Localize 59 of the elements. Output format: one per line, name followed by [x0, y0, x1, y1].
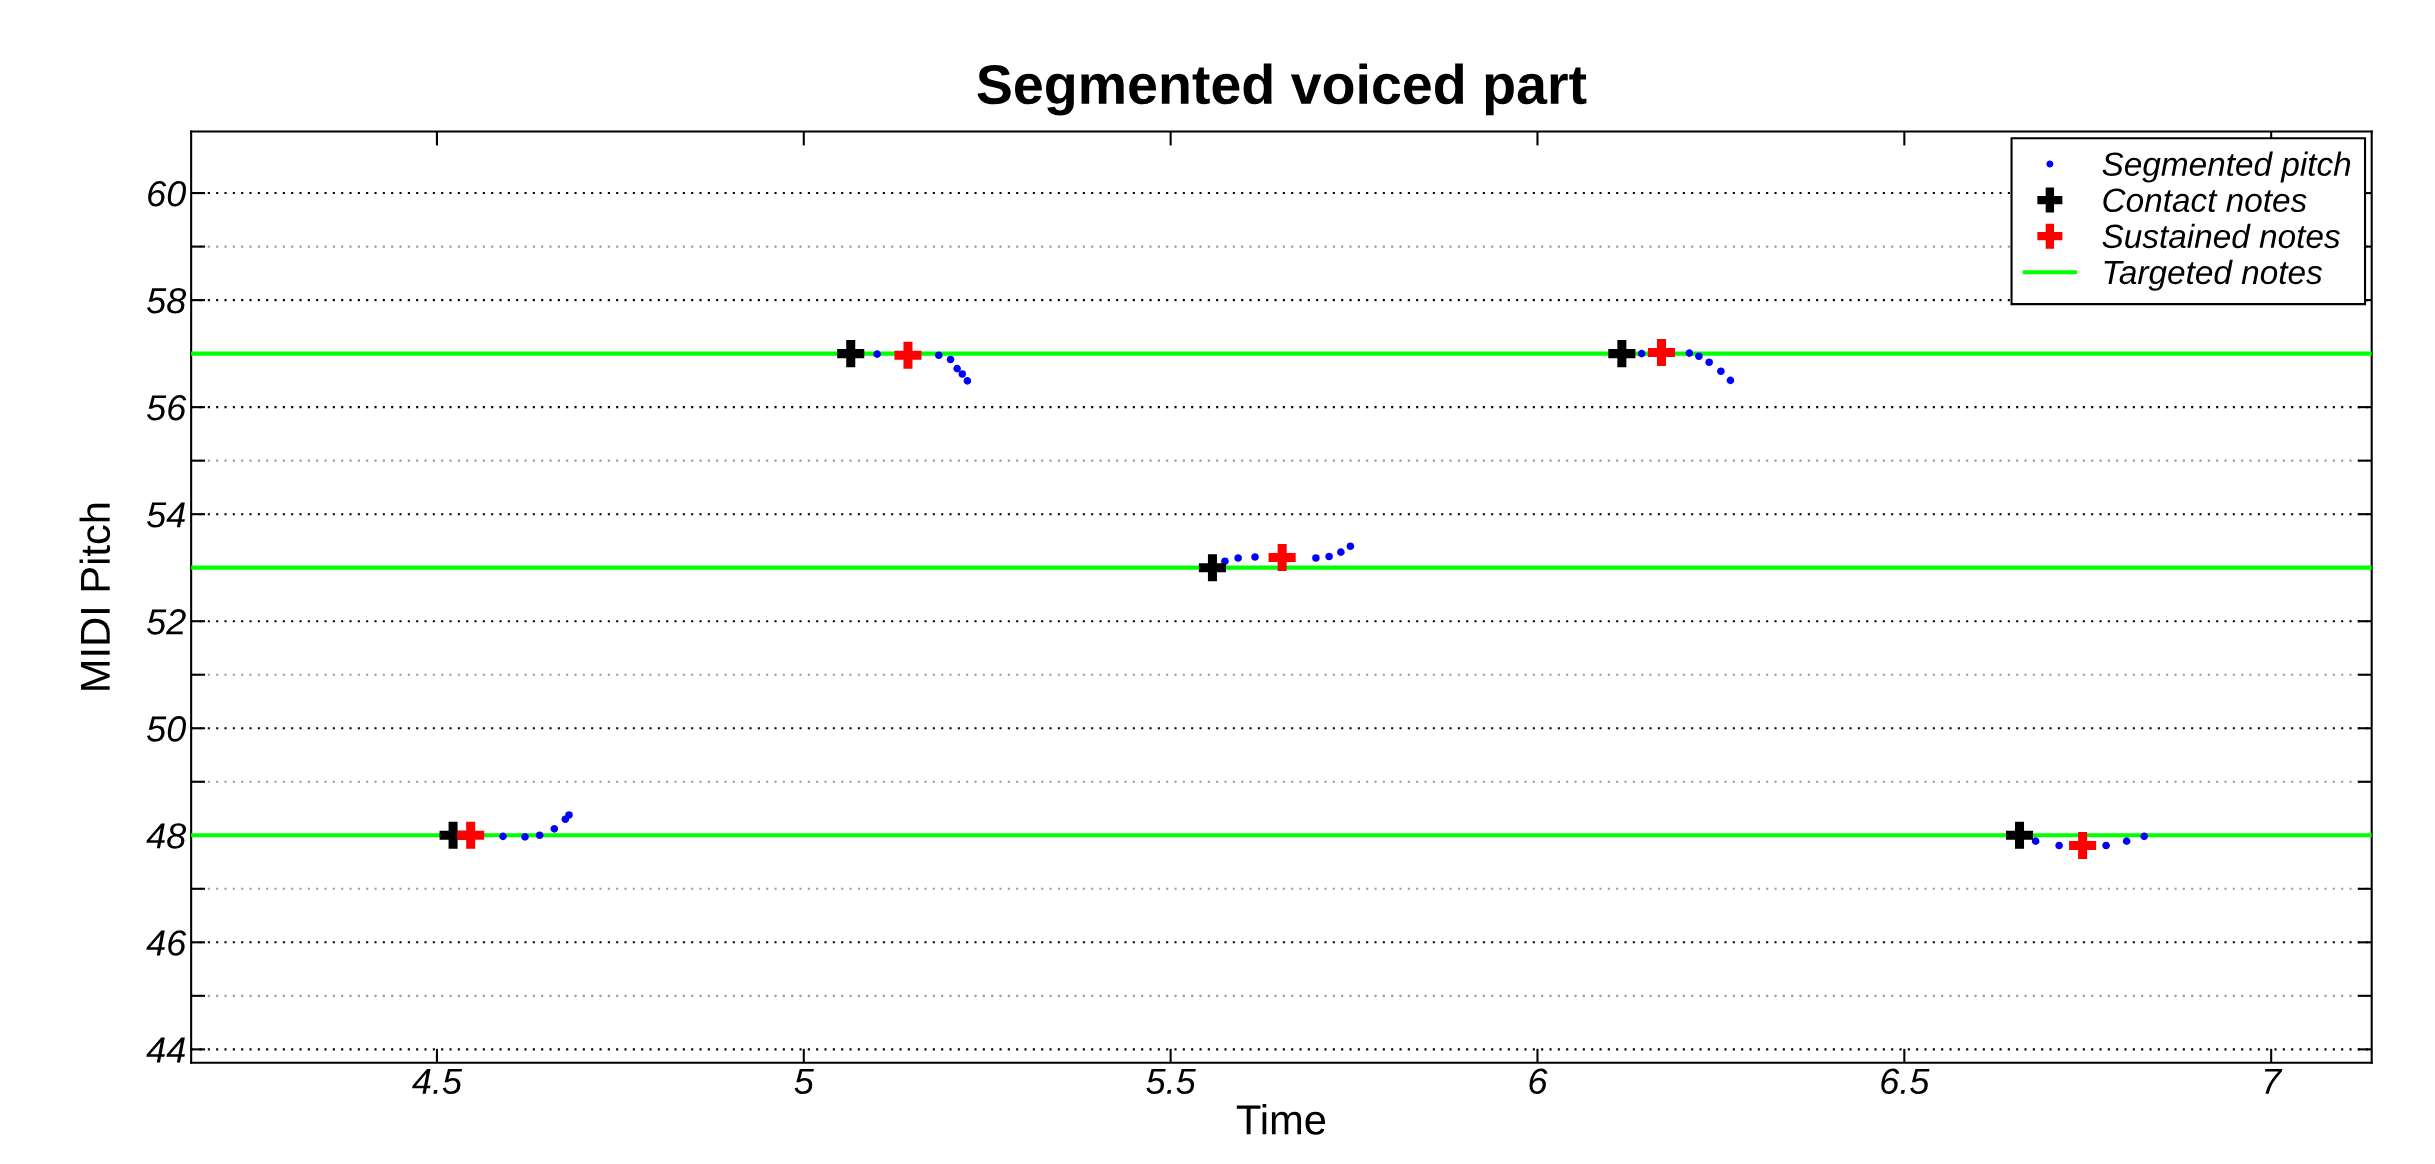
y-tick-label: 60 — [148, 180, 186, 207]
x-tick-label: 6 — [1529, 1068, 1548, 1095]
point — [550, 825, 559, 833]
point — [837, 340, 865, 368]
point — [1198, 554, 1226, 582]
chart-title: Segmented voiced part — [977, 63, 1587, 116]
point — [1717, 367, 1725, 376]
point — [1685, 349, 1694, 357]
point — [1647, 339, 1676, 367]
point — [946, 355, 955, 364]
y-tick-label: 54 — [146, 502, 185, 528]
x-tick-label: 4.5 — [412, 1068, 463, 1095]
y-tick-label: 44 — [146, 1037, 185, 1063]
point — [1608, 340, 1636, 368]
x-axis-title: Time — [1236, 1104, 1326, 1135]
point — [1695, 352, 1703, 361]
y-axis-title: MIDI Pitch — [79, 503, 111, 690]
legend-label: Sustained notes — [2102, 223, 2340, 249]
y-tick-label: 56 — [146, 395, 187, 421]
point — [1312, 554, 1320, 562]
x-tick-label: 5.5 — [1146, 1068, 1196, 1095]
point — [2055, 841, 2063, 850]
point — [2102, 841, 2110, 850]
point — [2031, 837, 2040, 845]
point — [2122, 837, 2131, 845]
point — [1637, 349, 1646, 358]
point — [1726, 376, 1735, 385]
point — [1234, 554, 1242, 562]
y-tick-label: 58 — [146, 288, 187, 314]
point — [565, 811, 573, 819]
point — [934, 351, 943, 360]
legend-label: Contact notes — [2103, 188, 2307, 213]
x-tick-label: 6.5 — [1881, 1068, 1930, 1095]
legend-label: Targeted notes — [2104, 259, 2323, 291]
point — [958, 370, 967, 378]
legend-label: Segmented pitch — [2102, 151, 2351, 183]
point — [2005, 821, 2034, 849]
x-tick-label: 5 — [794, 1068, 814, 1095]
y-tick-label: 50 — [146, 716, 186, 742]
point — [1325, 552, 1333, 561]
point — [499, 832, 507, 841]
point — [521, 833, 529, 841]
point — [1251, 553, 1259, 561]
point — [535, 831, 544, 840]
point — [1346, 542, 1355, 551]
point — [2069, 831, 2097, 859]
point — [873, 350, 881, 358]
point — [963, 377, 972, 385]
point — [1705, 358, 1713, 366]
y-tick-label: 46 — [146, 930, 187, 956]
x-tick-label: 7 — [2264, 1068, 2283, 1094]
y-tick-label: 52 — [146, 609, 186, 635]
point — [953, 364, 961, 373]
point — [1337, 548, 1345, 556]
y-tick-label: 48 — [146, 823, 187, 849]
point — [457, 821, 485, 849]
point — [1268, 543, 1296, 572]
point — [2140, 832, 2149, 841]
point — [894, 341, 922, 369]
